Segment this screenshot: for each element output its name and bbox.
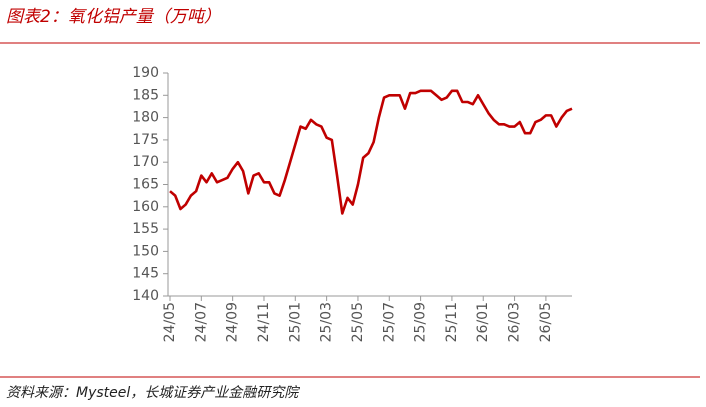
x-tick-label: 24/11 (256, 302, 272, 342)
x-tick-label: 25/09 (413, 302, 429, 342)
x-tick-label: 24/05 (162, 302, 178, 342)
y-tick-label: 155 (132, 221, 159, 237)
y-tick-label: 175 (132, 132, 159, 148)
x-tick-label: 26/03 (507, 302, 523, 342)
x-tick-label: 25/11 (444, 302, 460, 342)
y-tick-label: 140 (132, 288, 159, 304)
data-line (169, 89, 573, 215)
y-tick-label: 170 (132, 154, 159, 170)
y-tick-label: 180 (132, 110, 159, 126)
y-tick-label: 165 (132, 177, 159, 193)
y-tick-label: 145 (132, 266, 159, 282)
y-tick-label: 185 (132, 87, 159, 103)
x-tick-label: 26/05 (538, 302, 554, 342)
x-tick-label: 24/09 (225, 302, 241, 342)
chart-title: 图表2：氧化铝产量（万吨） (6, 7, 221, 27)
x-tick-label: 25/07 (381, 302, 397, 342)
source-note: 资料来源：Mysteel，长城证券产业金融研究院 (6, 385, 300, 401)
x-tick-label: 25/03 (319, 302, 335, 342)
x-tick-label: 25/05 (350, 302, 366, 342)
y-tick-label: 160 (132, 199, 159, 215)
x-tick-label: 26/01 (475, 302, 491, 342)
x-tick-label: 25/01 (287, 302, 303, 342)
x-tick-label: 24/07 (193, 302, 209, 342)
y-tick-label: 190 (132, 65, 159, 81)
y-tick-label: 150 (132, 243, 159, 259)
